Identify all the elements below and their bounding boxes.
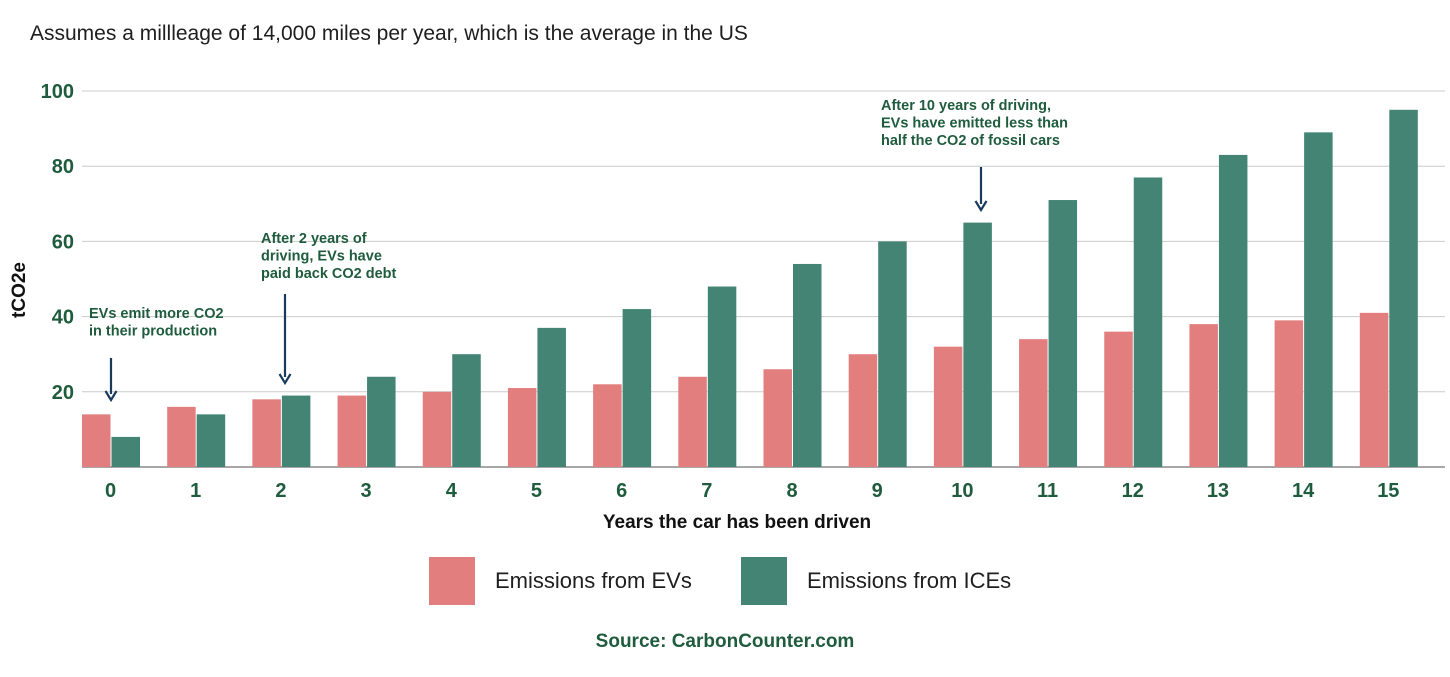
annotations: EVs emit more CO2 in their production Afte…: [89, 98, 1068, 403]
bar-ices-11: [1048, 200, 1078, 468]
bar-evs-11: [1019, 339, 1048, 467]
bar-evs-9: [848, 354, 878, 467]
legend: Emissions from EVs Emissions from ICEs: [0, 556, 1450, 606]
x-tick-label: 12: [1122, 480, 1144, 502]
x-axis-ticks: 0 1 2 3 4 5 6 7 8 9 10 11 12 13 14 15: [105, 480, 1400, 502]
bar-ices-8: [793, 263, 822, 467]
y-tick-label: 80: [52, 156, 74, 178]
bar-ices-9: [878, 241, 907, 467]
annotation-arrow-head: [278, 373, 292, 386]
bar-evs-2: [252, 399, 281, 467]
bar-ices-14: [1304, 132, 1333, 468]
x-tick-label: 14: [1292, 480, 1315, 502]
bar-evs-13: [1189, 324, 1218, 467]
x-tick-label: 1: [190, 480, 201, 502]
y-tick-label: 100: [41, 81, 74, 103]
x-tick-label: 5: [531, 480, 542, 502]
chart-subtitle: Assumes a millleage of 14,000 miles per …: [30, 22, 748, 45]
annotation-arrow-head: [974, 200, 988, 213]
x-tick-label: 2: [275, 480, 286, 502]
bar-ices-3: [367, 376, 396, 467]
bar-ices-12: [1133, 177, 1163, 468]
bar-evs-4: [422, 391, 452, 467]
x-tick-label: 9: [872, 480, 883, 502]
x-tick-label: 6: [616, 480, 627, 502]
legend-label-ices: Emissions from ICEs: [807, 568, 1012, 593]
bar-evs-6: [593, 384, 622, 467]
x-tick-label: 10: [951, 480, 973, 502]
bar-evs-15: [1359, 312, 1389, 467]
y-tick-label: 20: [52, 382, 74, 404]
bar-evs-8: [763, 369, 792, 467]
legend-item-evs: Emissions from EVs: [429, 556, 692, 606]
x-axis-label: Years the car has been driven: [603, 512, 871, 533]
legend-item-ices: Emissions from ICEs: [741, 556, 1011, 606]
annotation-text: EVs emit more CO2: [89, 306, 224, 322]
bar-ices-13: [1218, 154, 1248, 468]
y-tick-label: 60: [52, 231, 74, 253]
bars: [82, 109, 1418, 468]
bar-ices-7: [707, 286, 737, 467]
bar-evs-7: [678, 376, 707, 467]
bar-ices-10: [963, 222, 992, 467]
legend-swatch-evs: [429, 557, 475, 605]
legend-swatch-ices: [741, 557, 787, 605]
x-tick-label: 8: [786, 480, 797, 502]
bar-evs-12: [1104, 331, 1133, 467]
annotation-text: paid back CO2 debt: [261, 266, 397, 282]
bar-ices-1: [196, 414, 226, 467]
annotation-text: driving, EVs have: [261, 249, 382, 265]
y-axis-ticks: 20 40 60 80 100: [41, 81, 74, 404]
bar-ices-4: [452, 354, 481, 467]
source-note: Source: CarbonCounter.com: [595, 631, 855, 652]
annotation-text: After 10 years of driving,: [881, 98, 1051, 114]
y-axis-label: tCO2e: [9, 262, 30, 318]
annotation-text: in their production: [89, 324, 217, 340]
bar-evs-3: [337, 395, 367, 467]
annotation-text: half the CO2 of fossil cars: [881, 133, 1060, 149]
x-tick-label: 7: [701, 480, 712, 502]
bar-evs-1: [167, 406, 196, 467]
x-tick-label: 13: [1207, 480, 1229, 502]
bar-evs-14: [1274, 320, 1304, 467]
bar-evs-10: [933, 346, 963, 467]
y-tick-label: 40: [52, 307, 74, 329]
x-tick-label: 11: [1037, 480, 1058, 502]
x-tick-label: 3: [361, 480, 372, 502]
x-tick-label: 15: [1377, 480, 1399, 502]
annotation-text: EVs have emitted less than: [881, 116, 1068, 132]
bar-evs-0: [82, 414, 111, 467]
bar-evs-5: [507, 388, 537, 467]
annotation-text: After 2 years of: [261, 231, 367, 247]
bar-ices-5: [537, 327, 566, 467]
x-tick-label: 0: [105, 480, 116, 502]
bar-ices-6: [622, 309, 652, 467]
annotation-arrow-head: [104, 390, 118, 403]
legend-label-evs: Emissions from EVs: [495, 568, 692, 593]
x-tick-label: 4: [446, 480, 458, 502]
bar-ices-0: [111, 436, 140, 467]
bar-ices-2: [281, 395, 311, 467]
bar-ices-15: [1389, 109, 1418, 468]
